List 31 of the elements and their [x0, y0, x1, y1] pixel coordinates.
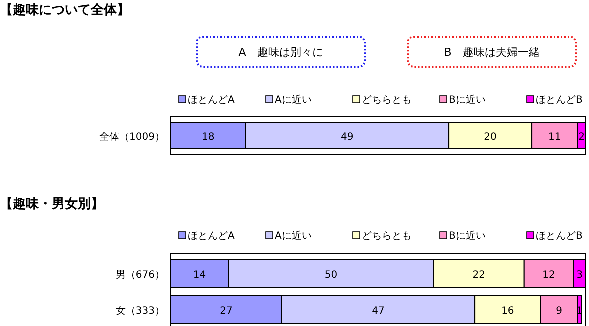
data-label: 27 [220, 306, 233, 317]
legend-label: Aに近い [275, 94, 312, 106]
y-tick-label: 全体（1009） [100, 131, 165, 143]
data-label: 22 [472, 270, 486, 281]
data-label: 20 [484, 132, 497, 143]
data-label: 49 [341, 132, 354, 143]
data-label: 16 [502, 306, 514, 317]
legend-label: Aに近い [275, 230, 312, 242]
text: 【趣味・男女別】 [0, 196, 104, 212]
legend-label: ほとんどA [188, 231, 235, 242]
data-label: 2 [578, 132, 586, 143]
data-label: 12 [542, 270, 556, 281]
legend-label: Bに近い [449, 94, 486, 106]
data-label: 11 [548, 132, 562, 143]
y-tick-label: 男（676） [116, 270, 165, 281]
legend-label: どちらとも [362, 231, 412, 242]
y-tick-label: 女（333） [116, 305, 165, 317]
data-label: 14 [193, 270, 206, 281]
text: B 趣味は夫婦一緒 [444, 46, 540, 59]
legend-label: ほとんどB [536, 231, 583, 242]
legend-label: どちらとも [362, 95, 412, 106]
legend-label: ほとんどB [536, 95, 583, 106]
legend-label: Bに近い [449, 230, 486, 242]
data-label: 50 [324, 270, 338, 281]
data-label: 47 [372, 306, 385, 317]
legend-label: ほとんどA [188, 95, 235, 106]
data-label: 18 [202, 132, 215, 143]
text: 【趣味について全体】 [0, 2, 130, 18]
text: A 趣味は別々に [238, 46, 324, 59]
data-label: 3 [576, 270, 584, 281]
data-label: 9 [556, 306, 562, 317]
